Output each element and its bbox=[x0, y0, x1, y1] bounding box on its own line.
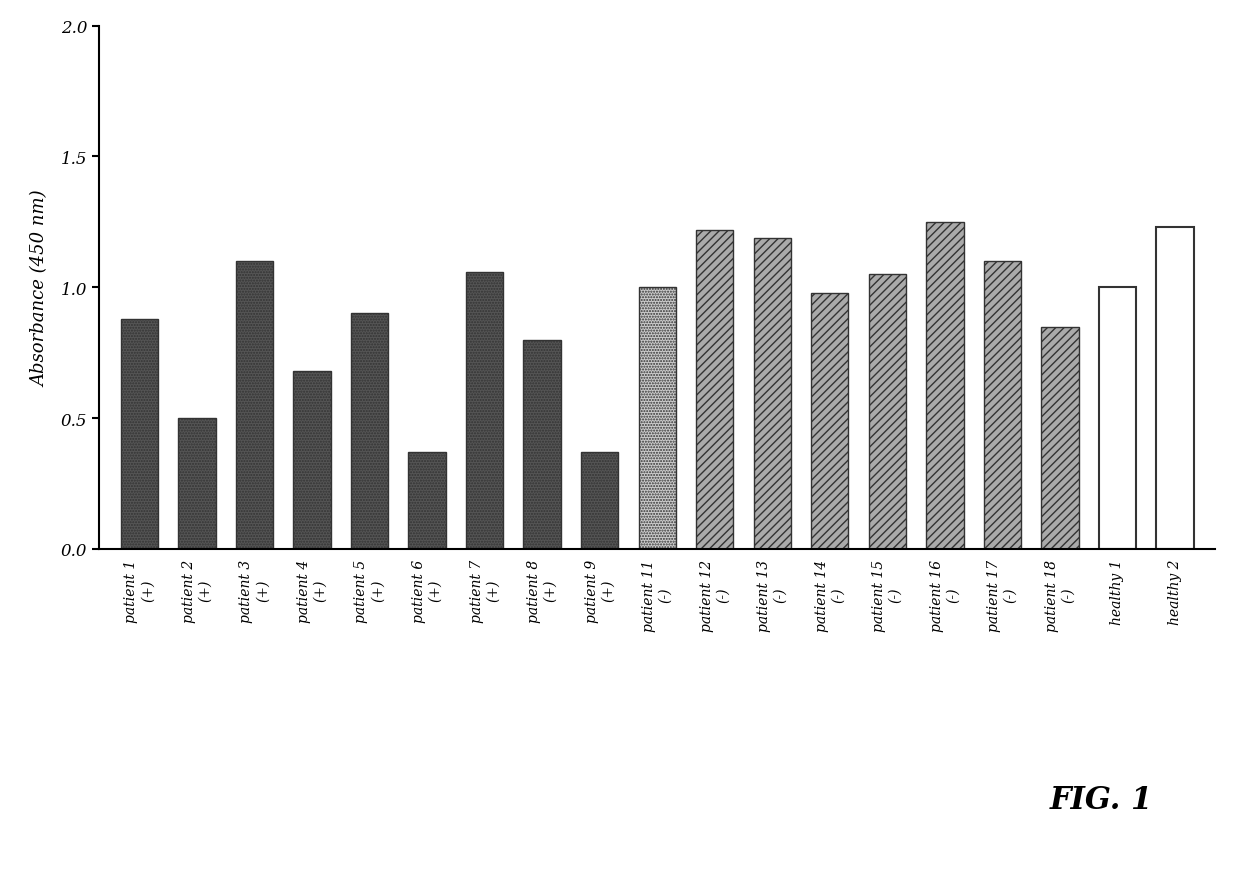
Bar bbox=[523, 340, 560, 549]
Bar bbox=[926, 222, 963, 549]
Bar bbox=[236, 262, 273, 549]
Bar bbox=[294, 371, 331, 549]
Bar bbox=[351, 315, 388, 549]
Bar bbox=[408, 453, 446, 549]
Bar bbox=[639, 288, 676, 549]
Bar bbox=[466, 272, 503, 549]
Bar bbox=[1099, 288, 1136, 549]
Bar bbox=[582, 453, 619, 549]
Bar bbox=[179, 419, 216, 549]
Y-axis label: Absorbance (450 nm): Absorbance (450 nm) bbox=[32, 190, 50, 386]
Bar bbox=[1156, 228, 1194, 549]
Bar bbox=[811, 293, 848, 549]
Bar bbox=[1042, 327, 1079, 549]
Bar bbox=[868, 275, 906, 549]
Bar bbox=[754, 238, 791, 549]
Bar bbox=[983, 262, 1021, 549]
Bar bbox=[120, 319, 159, 549]
Bar bbox=[696, 230, 733, 549]
Text: FIG. 1: FIG. 1 bbox=[1050, 784, 1153, 815]
